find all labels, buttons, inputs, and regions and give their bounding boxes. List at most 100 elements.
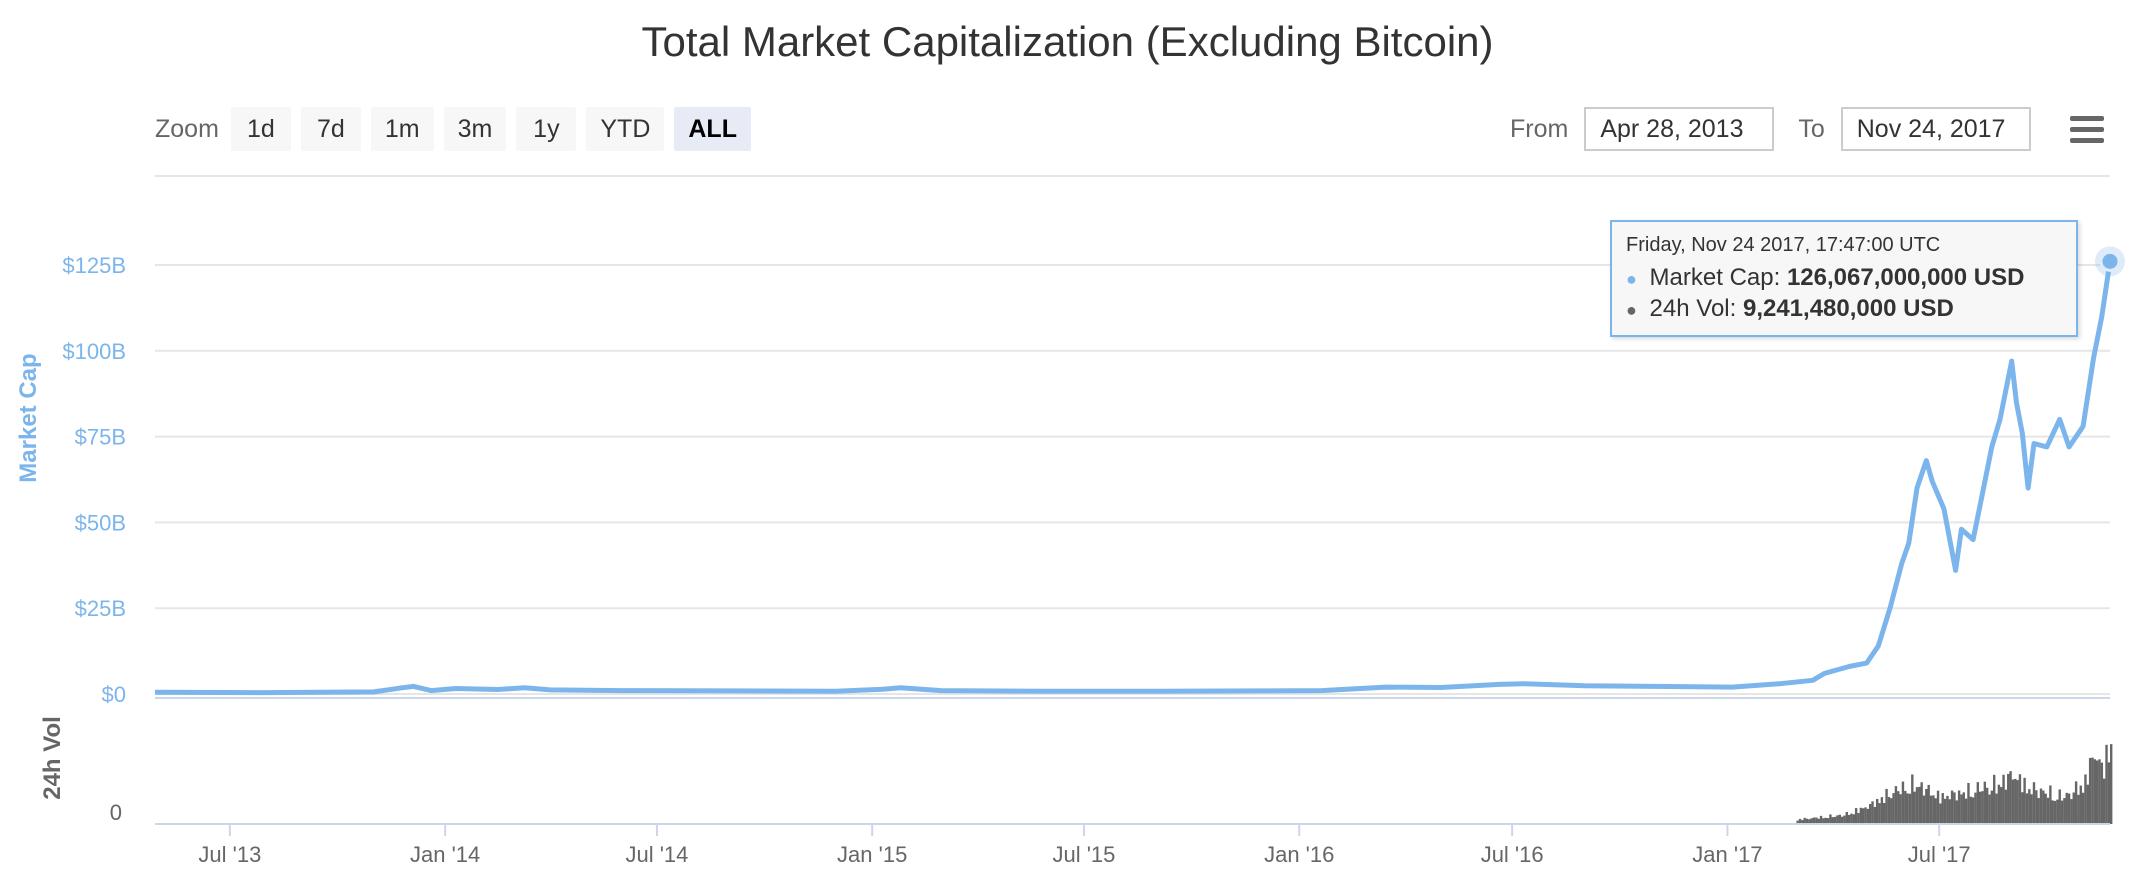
tooltip-market-cap-row: ● Market Cap: 126,067,000,000 USD [1626, 263, 2062, 294]
volume-bar [1925, 788, 1928, 824]
zoom-1y-button[interactable]: 1y [516, 107, 577, 151]
zoom-1d-button[interactable]: 1d [230, 107, 291, 151]
volume-bar [2079, 785, 2082, 824]
volume-bar [2032, 782, 2036, 824]
from-date-input[interactable] [1584, 107, 1775, 151]
hamburger-menu-icon[interactable] [2070, 116, 2104, 144]
volume-bar [1819, 815, 1823, 824]
volume-bar [1920, 782, 1923, 824]
volume-bar [1801, 820, 1804, 824]
tooltip-volume-row: ● 24h Vol: 9,241,480,000 USD [1626, 294, 2062, 325]
hover-point-halo [2095, 246, 2125, 277]
volume-bar [1880, 797, 1884, 824]
volume-bar [1948, 799, 1951, 824]
volume-bar [2009, 771, 2012, 824]
volume-bar [1990, 790, 1994, 824]
y-axis-label: Market Cap [15, 353, 42, 482]
y-tick-label: $25B [75, 596, 126, 621]
tooltip-volume-label: 24h Vol: [1649, 295, 1737, 322]
volume-bar [2023, 777, 2026, 824]
volume-bar [1873, 806, 1877, 824]
y-axis-ticks: $0 $25B $50B $75B $100B $125B [62, 253, 126, 707]
volume-bar [2074, 781, 2078, 824]
hover-point [2099, 250, 2121, 272]
volume-bar [1969, 796, 1973, 824]
volume-bar [1817, 818, 1820, 824]
data-tooltip: Friday, Nov 24 2017, 17:47:00 UTC ● Mark… [1610, 220, 2078, 337]
volume-bar [2095, 760, 2099, 824]
volume-bar [1805, 818, 1809, 824]
zoom-ytd-button[interactable]: YTD [586, 107, 665, 151]
volume-bar [1852, 814, 1856, 824]
volume-bar [1812, 817, 1816, 824]
volume-bar [2044, 793, 2047, 824]
volume-bar [2007, 773, 2010, 824]
volume-bar [2021, 792, 2024, 824]
volume-bar [1997, 784, 2001, 824]
volume-bar [2098, 759, 2101, 824]
volume-bar [1885, 788, 1888, 824]
y-tick-label: $50B [75, 510, 126, 535]
volume-bar [1915, 787, 1919, 824]
volume-bar [1838, 814, 1841, 824]
volume-bar [2037, 798, 2040, 824]
volume-bar [1941, 793, 1944, 824]
volume-bar [1850, 813, 1853, 824]
volume-bar [1798, 818, 1802, 824]
y-tick-label: $125B [62, 253, 126, 278]
volume-bar [2110, 744, 2113, 824]
volume-bar [1826, 818, 1830, 824]
to-label: To [1798, 114, 1825, 143]
volume-bar [1901, 781, 1905, 824]
zoom-3m-button[interactable]: 3m [443, 107, 507, 151]
volume-bar [1840, 816, 1844, 824]
volume-series [1796, 744, 2113, 824]
volume-bar [2030, 794, 2033, 824]
volume-bar [1978, 791, 1982, 824]
tooltip-date: Friday, Nov 24 2017, 17:47:00 UTC [1626, 234, 1941, 256]
date-range: From To [1510, 106, 2031, 152]
volume-bar [1908, 793, 1912, 824]
chart-title: Total Market Capitalization (Excluding B… [641, 18, 1494, 65]
volume-zero-tick: 0 [110, 800, 122, 825]
zoom-label: Zoom [155, 114, 219, 143]
grid-lines [155, 175, 2110, 699]
tooltip-market-cap-value: 126,067,000,000 USD [1786, 264, 2025, 291]
volume-bar [2084, 774, 2087, 824]
volume-bar [1953, 792, 1956, 824]
volume-bar [2105, 744, 2108, 824]
zoom-1m-button[interactable]: 1m [370, 107, 434, 151]
volume-bar [1857, 813, 1860, 824]
volume-bar [2072, 792, 2075, 824]
volume-bar [2014, 778, 2017, 824]
volume-bar [1962, 792, 1965, 824]
volume-bar [1974, 792, 1977, 824]
volume-bar [2002, 774, 2005, 824]
volume-bar [1993, 774, 1996, 824]
volume-bar [1904, 790, 1907, 824]
volume-bar [1864, 807, 1867, 824]
volume-bar [1927, 784, 1930, 824]
volume-bar [1913, 791, 1916, 824]
volume-bar [1995, 793, 1998, 824]
volume-bar [1950, 790, 1954, 824]
volume-bar [1836, 815, 1839, 824]
volume-bar [1890, 798, 1893, 824]
volume-bar [1878, 803, 1881, 824]
volume-bar [1868, 804, 1872, 824]
volume-bar [1897, 791, 1900, 824]
volume-bar [1824, 817, 1827, 824]
volume-bar [1964, 798, 1968, 824]
volume-bar [2011, 779, 2015, 824]
volume-bar [2046, 797, 2050, 824]
volume-bar [2067, 793, 2071, 824]
zoom-7d-button[interactable]: 7d [300, 107, 361, 151]
volume-bar [2049, 785, 2052, 824]
volume-bar [2088, 757, 2092, 824]
volume-bar [1831, 817, 1834, 824]
volume-bar [1929, 795, 1933, 824]
volume-bar [2086, 784, 2090, 824]
zoom-all-button[interactable]: ALL [674, 107, 751, 151]
to-date-input[interactable] [1840, 107, 2031, 151]
volume-bar [2018, 774, 2022, 824]
